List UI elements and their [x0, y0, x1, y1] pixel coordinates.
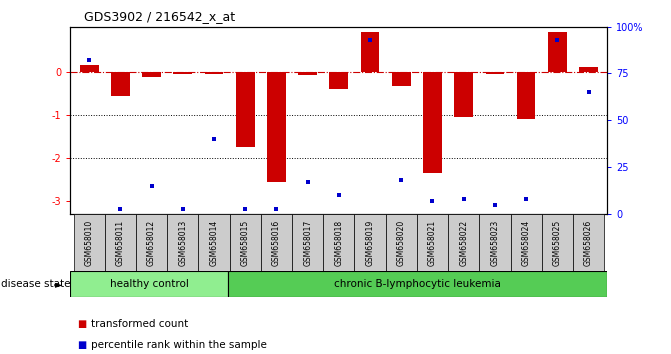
- Text: GSM658026: GSM658026: [584, 219, 593, 266]
- Bar: [454, 72, 473, 117]
- Bar: [228, 271, 607, 297]
- Bar: [392, 72, 411, 86]
- Bar: [323, 214, 354, 271]
- Text: GSM658023: GSM658023: [491, 219, 499, 266]
- Bar: [517, 72, 535, 119]
- Text: GSM658020: GSM658020: [397, 219, 406, 266]
- Bar: [261, 214, 292, 271]
- Bar: [105, 214, 136, 271]
- Bar: [541, 214, 573, 271]
- Point: [427, 198, 438, 204]
- Point: [490, 202, 501, 207]
- Bar: [173, 72, 192, 74]
- Bar: [354, 214, 386, 271]
- Text: ■: ■: [77, 319, 87, 329]
- Point: [84, 57, 95, 63]
- Bar: [448, 214, 479, 271]
- Text: ►: ►: [54, 279, 62, 289]
- Bar: [417, 214, 448, 271]
- Text: GSM658017: GSM658017: [303, 219, 312, 266]
- Bar: [573, 214, 604, 271]
- Bar: [199, 214, 229, 271]
- Point: [302, 179, 313, 185]
- Point: [583, 89, 594, 95]
- Text: GSM658011: GSM658011: [116, 219, 125, 266]
- Point: [521, 196, 531, 202]
- Bar: [70, 271, 228, 297]
- Point: [177, 206, 188, 211]
- Bar: [267, 72, 286, 182]
- Bar: [167, 214, 199, 271]
- Point: [396, 178, 407, 183]
- Bar: [386, 214, 417, 271]
- Text: GSM658021: GSM658021: [428, 219, 437, 266]
- Bar: [292, 214, 323, 271]
- Text: GSM658013: GSM658013: [178, 219, 187, 266]
- Point: [146, 183, 157, 189]
- Text: GSM658022: GSM658022: [459, 219, 468, 266]
- Bar: [579, 67, 598, 72]
- Text: GDS3902 / 216542_x_at: GDS3902 / 216542_x_at: [84, 10, 235, 23]
- Bar: [80, 65, 99, 72]
- Point: [209, 136, 219, 142]
- Bar: [511, 214, 541, 271]
- Bar: [74, 214, 105, 271]
- Bar: [423, 72, 442, 173]
- Bar: [479, 214, 511, 271]
- Point: [365, 37, 376, 42]
- Bar: [142, 72, 161, 77]
- Text: GSM658015: GSM658015: [241, 219, 250, 266]
- Text: chronic B-lymphocytic leukemia: chronic B-lymphocytic leukemia: [334, 279, 501, 289]
- Text: disease state: disease state: [1, 279, 71, 289]
- Point: [271, 206, 282, 211]
- Text: GSM658010: GSM658010: [85, 219, 94, 266]
- Text: GSM658018: GSM658018: [334, 219, 344, 266]
- Text: ■: ■: [77, 340, 87, 350]
- Bar: [361, 32, 379, 72]
- Point: [552, 37, 563, 42]
- Point: [458, 196, 469, 202]
- Bar: [299, 72, 317, 75]
- Point: [115, 206, 125, 211]
- Text: healthy control: healthy control: [110, 279, 189, 289]
- Text: GSM658016: GSM658016: [272, 219, 281, 266]
- Text: GSM658024: GSM658024: [521, 219, 531, 266]
- Text: percentile rank within the sample: percentile rank within the sample: [91, 340, 266, 350]
- Text: GSM658014: GSM658014: [209, 219, 219, 266]
- Bar: [548, 32, 567, 72]
- Text: GSM658019: GSM658019: [366, 219, 374, 266]
- Bar: [329, 72, 348, 89]
- Bar: [205, 72, 223, 74]
- Text: transformed count: transformed count: [91, 319, 188, 329]
- Point: [240, 206, 250, 211]
- Bar: [486, 72, 505, 74]
- Bar: [136, 214, 167, 271]
- Bar: [236, 72, 254, 147]
- Text: GSM658012: GSM658012: [147, 219, 156, 266]
- Text: GSM658025: GSM658025: [553, 219, 562, 266]
- Bar: [111, 72, 130, 96]
- Point: [333, 193, 344, 198]
- Bar: [229, 214, 261, 271]
